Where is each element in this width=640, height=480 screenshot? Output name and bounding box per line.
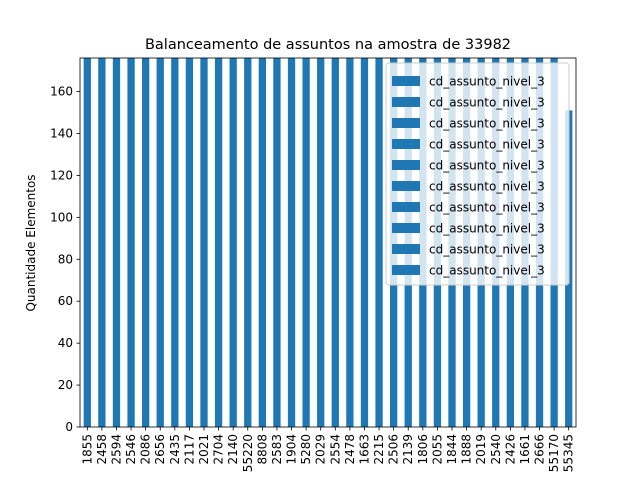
bar [156,58,164,427]
legend-swatch [392,265,420,275]
x-tick-label: 1855 [80,434,94,465]
legend-swatch [392,76,420,86]
x-tick-label: 55220 [241,434,255,472]
legend-swatch [392,118,420,128]
plot-frame [79,57,577,428]
bar [273,58,281,427]
legend-label: cd_assunto_nivel_3 [429,201,545,215]
bar [375,58,383,427]
bar [214,58,223,427]
bar [302,58,310,427]
x-tick-label: 1806 [416,434,430,465]
x-tick-label: 2478 [343,434,357,465]
bar [317,58,325,427]
legend-swatch [392,244,420,254]
y-tick-label: 0 [65,420,73,434]
legend-label: cd_assunto_nivel_3 [429,222,545,236]
y-axis-label: Quantidade Elementos [24,174,38,311]
x-tick-label: 5280 [299,434,313,465]
bar [112,58,121,427]
x-tick-label: 2117 [182,434,196,465]
legend: cd_assunto_nivel_3 cd_assunto_nivel_3 cd_a… [385,62,570,286]
legend-swatch [392,202,420,212]
legend-label: cd_assunto_nivel_3 [429,264,545,278]
x-tick-label: 2055 [430,434,444,465]
x-tick-label: 2666 [533,434,547,465]
bar [244,58,252,427]
legend-label: cd_assunto_nivel_3 [429,243,545,257]
legend-swatch [392,181,420,191]
x-tick-label: 55170 [547,434,561,472]
x-tick-label: 2546 [124,434,138,465]
y-tick-label: 20 [58,378,73,392]
x-tick-label: 2086 [139,434,153,465]
x-tick-label: 2704 [212,434,226,465]
x-tick-label: 1904 [285,434,299,465]
x-tick-label: 1663 [357,434,371,465]
legend-swatch [392,223,420,233]
bar [200,58,208,427]
legend-swatch [392,160,420,170]
legend-label: cd_assunto_nivel_3 [429,96,545,110]
x-tick-label: 2140 [226,434,240,465]
legend-label: cd_assunto_nivel_3 [429,159,545,173]
y-tick-label: 40 [58,336,73,350]
bar [360,58,369,427]
legend-label: cd_assunto_nivel_3 [429,75,545,89]
bar [346,58,354,427]
x-tick-label: 2506 [387,434,401,465]
y-tick-label: 60 [58,294,73,308]
y-tick-label: 120 [50,168,73,182]
x-tick-label: 1661 [518,434,532,465]
legend-swatch [392,97,420,107]
x-tick-label: 2656 [153,434,167,465]
bar [229,58,237,427]
y-tick-label: 160 [50,85,73,99]
y-tick-label: 100 [50,210,73,224]
x-tick-label: 2540 [489,434,503,465]
legend-label: cd_assunto_nivel_3 [429,138,545,152]
x-tick-label: 2594 [109,434,123,465]
x-tick-label: 2021 [197,434,211,465]
bar [83,58,91,427]
bar [331,58,339,427]
x-tick-label: 8808 [255,434,269,465]
x-tick-label: 2019 [474,434,488,465]
y-tick-label: 80 [58,252,73,266]
bar [185,58,194,427]
y-tick-label: 140 [50,126,73,140]
x-tick-label: 1888 [460,434,474,465]
x-tick-label: 2554 [328,434,342,465]
x-axis: 1855 2458 2594 2546 2086 2656 2435 2117 2021 2704… [80,427,576,472]
x-tick-label: 1844 [445,434,459,465]
x-tick-label: 2426 [503,434,517,465]
bar [287,58,296,427]
x-tick-label: 2029 [314,434,328,465]
legend-swatch [392,139,420,149]
legend-box [385,62,570,286]
chart-title: Balanceamento de assuntos na amostra de … [145,37,511,53]
x-tick-label: 2139 [401,434,415,465]
x-tick-label: 2435 [168,434,182,465]
x-tick-label: 2458 [95,434,109,465]
x-tick-label: 55345 [562,434,576,472]
bar [98,58,106,427]
x-tick-label: 2583 [270,434,284,465]
bar [142,58,150,427]
x-tick-label: 2215 [372,434,386,465]
bar [171,58,179,427]
legend-label: cd_assunto_nivel_3 [429,117,545,131]
bar [127,58,135,427]
legend-label: cd_assunto_nivel_3 [429,180,545,194]
y-axis: 0 20 40 60 80 100 120 140 160 [50,85,80,434]
bar [258,58,266,427]
